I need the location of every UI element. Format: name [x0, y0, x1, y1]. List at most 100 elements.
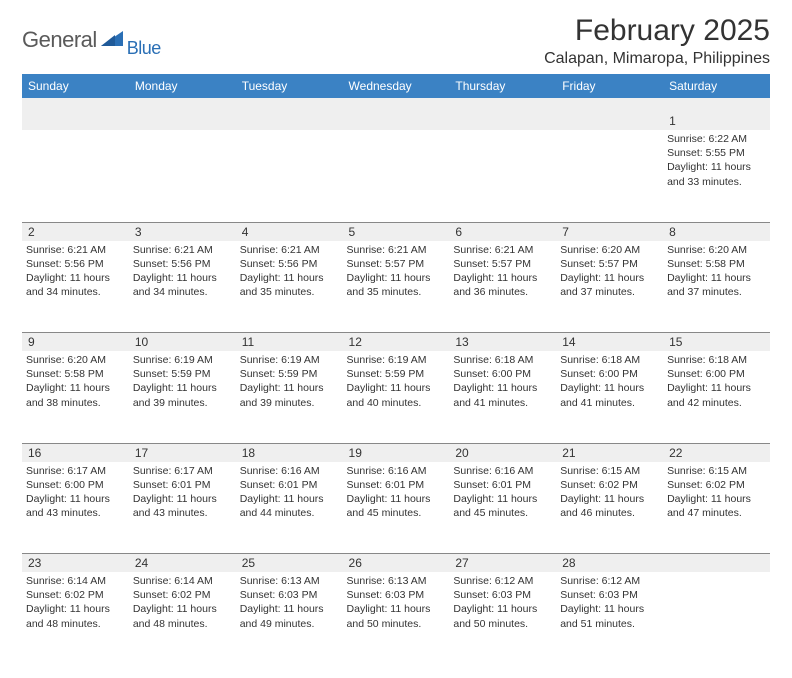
day-info: Sunrise: 6:15 AMSunset: 6:02 PMDaylight:… [667, 462, 766, 521]
sunrise-text: Sunrise: 6:19 AM [133, 353, 232, 367]
sunset-text: Sunset: 5:58 PM [667, 257, 766, 271]
sunrise-text: Sunrise: 6:16 AM [240, 464, 339, 478]
day-cell: Sunrise: 6:21 AMSunset: 5:56 PMDaylight:… [236, 241, 343, 333]
sunset-text: Sunset: 6:03 PM [240, 588, 339, 602]
day-info: Sunrise: 6:17 AMSunset: 6:01 PMDaylight:… [133, 462, 232, 521]
header: General Blue February 2025 Calapan, Mima… [22, 14, 770, 68]
sunset-text: Sunset: 6:02 PM [667, 478, 766, 492]
sunset-text: Sunset: 5:55 PM [667, 146, 766, 160]
day-number: 26 [343, 554, 450, 573]
day-cell: Sunrise: 6:19 AMSunset: 5:59 PMDaylight:… [129, 351, 236, 443]
sunset-text: Sunset: 5:58 PM [26, 367, 125, 381]
day-cell: Sunrise: 6:19 AMSunset: 5:59 PMDaylight:… [236, 351, 343, 443]
sunrise-text: Sunrise: 6:13 AM [347, 574, 446, 588]
sunrise-text: Sunrise: 6:20 AM [560, 243, 659, 257]
day-number-row: 232425262728 [22, 554, 770, 573]
daylight-text: Daylight: 11 hours and 45 minutes. [453, 492, 552, 520]
sunrise-text: Sunrise: 6:18 AM [667, 353, 766, 367]
day-cell [449, 130, 556, 222]
day-cell: Sunrise: 6:22 AMSunset: 5:55 PMDaylight:… [663, 130, 770, 222]
sunset-text: Sunset: 5:56 PM [240, 257, 339, 271]
day-cell: Sunrise: 6:17 AMSunset: 6:00 PMDaylight:… [22, 462, 129, 554]
day-info: Sunrise: 6:12 AMSunset: 6:03 PMDaylight:… [560, 572, 659, 631]
day-info: Sunrise: 6:15 AMSunset: 6:02 PMDaylight:… [560, 462, 659, 521]
week-row: Sunrise: 6:21 AMSunset: 5:56 PMDaylight:… [22, 241, 770, 333]
daylight-text: Daylight: 11 hours and 37 minutes. [667, 271, 766, 299]
daylight-text: Daylight: 11 hours and 43 minutes. [26, 492, 125, 520]
sunrise-text: Sunrise: 6:16 AM [347, 464, 446, 478]
sunrise-text: Sunrise: 6:21 AM [240, 243, 339, 257]
day-cell: Sunrise: 6:21 AMSunset: 5:57 PMDaylight:… [343, 241, 450, 333]
daylight-text: Daylight: 11 hours and 48 minutes. [26, 602, 125, 630]
day-info: Sunrise: 6:16 AMSunset: 6:01 PMDaylight:… [240, 462, 339, 521]
day-number: 13 [449, 333, 556, 352]
day-info: Sunrise: 6:16 AMSunset: 6:01 PMDaylight:… [453, 462, 552, 521]
day-number-row: 16171819202122 [22, 443, 770, 462]
day-cell: Sunrise: 6:20 AMSunset: 5:58 PMDaylight:… [22, 351, 129, 443]
sunrise-text: Sunrise: 6:15 AM [560, 464, 659, 478]
day-number-row: 1 [22, 112, 770, 130]
sunset-text: Sunset: 6:01 PM [240, 478, 339, 492]
day-info: Sunrise: 6:13 AMSunset: 6:03 PMDaylight:… [240, 572, 339, 631]
sunrise-text: Sunrise: 6:13 AM [240, 574, 339, 588]
sunset-text: Sunset: 6:03 PM [347, 588, 446, 602]
day-number: 21 [556, 443, 663, 462]
day-cell: Sunrise: 6:12 AMSunset: 6:03 PMDaylight:… [556, 572, 663, 664]
day-cell: Sunrise: 6:13 AMSunset: 6:03 PMDaylight:… [236, 572, 343, 664]
daylight-text: Daylight: 11 hours and 39 minutes. [133, 381, 232, 409]
weekday-header: Thursday [449, 74, 556, 98]
day-cell: Sunrise: 6:19 AMSunset: 5:59 PMDaylight:… [343, 351, 450, 443]
sunrise-text: Sunrise: 6:18 AM [560, 353, 659, 367]
daylight-text: Daylight: 11 hours and 46 minutes. [560, 492, 659, 520]
day-cell: Sunrise: 6:21 AMSunset: 5:56 PMDaylight:… [129, 241, 236, 333]
day-number-row: 9101112131415 [22, 333, 770, 352]
day-cell [22, 130, 129, 222]
day-cell: Sunrise: 6:14 AMSunset: 6:02 PMDaylight:… [22, 572, 129, 664]
day-number: 8 [663, 222, 770, 241]
sunrise-text: Sunrise: 6:21 AM [453, 243, 552, 257]
day-number: 18 [236, 443, 343, 462]
day-number: 27 [449, 554, 556, 573]
sunrise-text: Sunrise: 6:21 AM [133, 243, 232, 257]
day-number [449, 112, 556, 130]
daylight-text: Daylight: 11 hours and 42 minutes. [667, 381, 766, 409]
sunset-text: Sunset: 6:01 PM [133, 478, 232, 492]
daylight-text: Daylight: 11 hours and 41 minutes. [560, 381, 659, 409]
sunrise-text: Sunrise: 6:21 AM [347, 243, 446, 257]
day-cell: Sunrise: 6:16 AMSunset: 6:01 PMDaylight:… [343, 462, 450, 554]
weekday-header: Tuesday [236, 74, 343, 98]
day-number: 17 [129, 443, 236, 462]
day-cell [556, 130, 663, 222]
day-info: Sunrise: 6:20 AMSunset: 5:57 PMDaylight:… [560, 241, 659, 300]
sunset-text: Sunset: 6:00 PM [560, 367, 659, 381]
day-cell: Sunrise: 6:12 AMSunset: 6:03 PMDaylight:… [449, 572, 556, 664]
sunrise-text: Sunrise: 6:17 AM [26, 464, 125, 478]
day-info: Sunrise: 6:16 AMSunset: 6:01 PMDaylight:… [347, 462, 446, 521]
sunrise-text: Sunrise: 6:21 AM [26, 243, 125, 257]
spacer-row [22, 98, 770, 112]
week-row: Sunrise: 6:22 AMSunset: 5:55 PMDaylight:… [22, 130, 770, 222]
day-info: Sunrise: 6:13 AMSunset: 6:03 PMDaylight:… [347, 572, 446, 631]
sunset-text: Sunset: 6:00 PM [453, 367, 552, 381]
weekday-header: Saturday [663, 74, 770, 98]
day-number: 20 [449, 443, 556, 462]
day-number: 15 [663, 333, 770, 352]
weekday-header-row: Sunday Monday Tuesday Wednesday Thursday… [22, 74, 770, 98]
day-number: 14 [556, 333, 663, 352]
weekday-header: Sunday [22, 74, 129, 98]
day-cell: Sunrise: 6:20 AMSunset: 5:58 PMDaylight:… [663, 241, 770, 333]
daylight-text: Daylight: 11 hours and 51 minutes. [560, 602, 659, 630]
sunset-text: Sunset: 6:01 PM [347, 478, 446, 492]
day-cell [236, 130, 343, 222]
day-cell: Sunrise: 6:16 AMSunset: 6:01 PMDaylight:… [236, 462, 343, 554]
sunset-text: Sunset: 6:00 PM [667, 367, 766, 381]
daylight-text: Daylight: 11 hours and 44 minutes. [240, 492, 339, 520]
daylight-text: Daylight: 11 hours and 43 minutes. [133, 492, 232, 520]
daylight-text: Daylight: 11 hours and 50 minutes. [453, 602, 552, 630]
day-number: 25 [236, 554, 343, 573]
day-number: 28 [556, 554, 663, 573]
logo: General Blue [22, 20, 161, 59]
day-number: 7 [556, 222, 663, 241]
sunrise-text: Sunrise: 6:14 AM [133, 574, 232, 588]
sunset-text: Sunset: 5:57 PM [347, 257, 446, 271]
